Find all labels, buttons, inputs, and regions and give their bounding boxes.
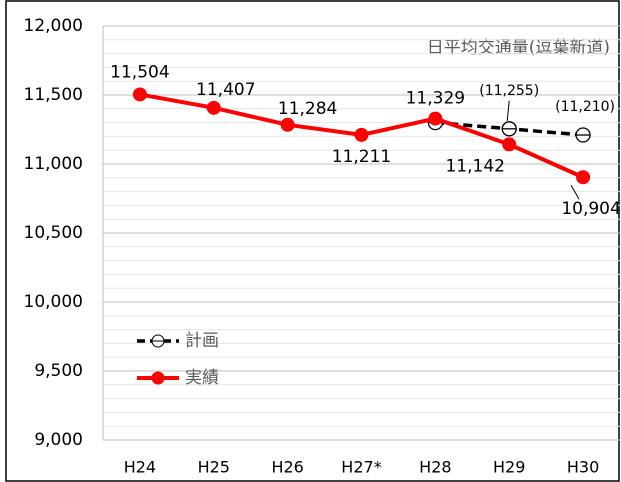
x-tick-label: H26 <box>271 458 303 477</box>
legend-label: 計画 <box>185 331 219 351</box>
point <box>206 100 221 115</box>
data-label: 10,904 <box>561 199 620 219</box>
y-tick-label: 11,000 <box>24 154 83 174</box>
point <box>354 127 369 142</box>
y-tick-label: 12,000 <box>24 16 83 36</box>
x-tick-label: H24 <box>124 458 156 477</box>
data-label: 11,211 <box>332 147 391 167</box>
data-label: (11,210) <box>555 99 615 115</box>
x-tick-label: H25 <box>198 458 230 477</box>
data-label: 11,284 <box>278 99 337 119</box>
x-tick-label: H27* <box>341 458 381 477</box>
y-tick-label: 11,500 <box>24 85 83 105</box>
point <box>280 117 295 132</box>
x-tick-label: H29 <box>493 458 525 477</box>
leader <box>506 100 510 121</box>
data-label: 11,329 <box>406 89 465 109</box>
point <box>576 170 591 185</box>
data-label: (11,255) <box>479 83 539 99</box>
y-tick-label: 9,000 <box>34 430 83 450</box>
legend-marker <box>151 371 165 385</box>
y-tick-label: 10,000 <box>24 292 83 312</box>
x-tick-label: H30 <box>567 458 599 477</box>
point <box>132 87 147 102</box>
y-tick-label: 9,500 <box>34 361 83 381</box>
data-label: 11,142 <box>445 156 504 176</box>
data-label: 11,504 <box>110 62 169 82</box>
x-tick-label: H28 <box>419 458 451 477</box>
point <box>428 111 443 126</box>
chart-frame <box>5 0 620 482</box>
leader <box>570 184 580 200</box>
y-tick-label: 10,500 <box>24 223 83 243</box>
annotation: 日平均交通量(逗葉新道) <box>427 38 610 58</box>
point <box>502 137 517 152</box>
legend-label: 実績 <box>185 368 219 388</box>
data-label: 11,407 <box>196 80 255 100</box>
